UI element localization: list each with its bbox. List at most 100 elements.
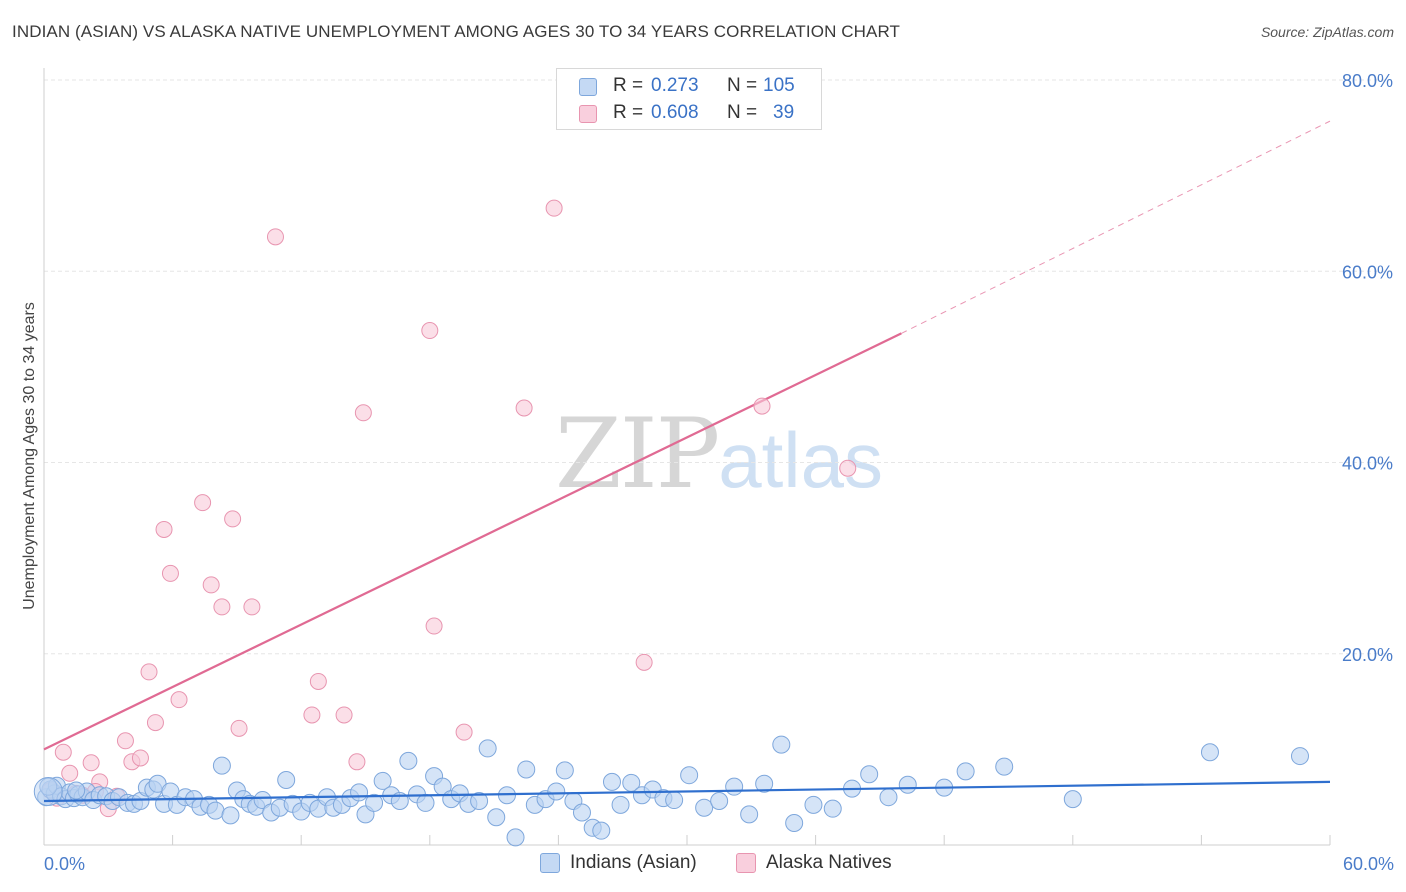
alaska-natives-point bbox=[545, 199, 563, 217]
legend-n-value: 39 bbox=[773, 102, 795, 123]
legend-label: Indians (Asian) bbox=[570, 852, 697, 873]
y-axis-label: Unemployment Among Ages 30 to 34 years bbox=[21, 302, 38, 610]
y-tick-label: 60.0% bbox=[1342, 262, 1393, 282]
alaska-natives-point bbox=[309, 672, 327, 690]
indians-asian-point bbox=[470, 792, 489, 811]
alaska-natives-point bbox=[140, 663, 158, 681]
x-tick-label: 0.0% bbox=[44, 854, 85, 874]
alaska-natives-point bbox=[194, 494, 212, 512]
indians-asian-point bbox=[740, 805, 759, 824]
correlation-legend: R = 0.273 N = 105 R = 0.608 N = 39 bbox=[556, 68, 822, 130]
alaska-natives-point bbox=[170, 691, 188, 709]
alaska-natives-point bbox=[354, 404, 372, 422]
alaska-natives-point bbox=[54, 743, 72, 761]
indians-asian-point bbox=[823, 799, 842, 818]
indians-asian-point bbox=[755, 774, 774, 793]
alaska-natives-point bbox=[753, 397, 771, 415]
legend-label: Alaska Natives bbox=[766, 852, 892, 873]
indians-asian-point bbox=[487, 808, 506, 827]
alaska-natives-point bbox=[839, 459, 857, 477]
indians-asian-point bbox=[555, 761, 574, 780]
indians-asian-point bbox=[350, 783, 369, 802]
y-tick-label: 40.0% bbox=[1342, 454, 1393, 474]
pink-swatch bbox=[736, 853, 756, 873]
indians-asian-point bbox=[995, 757, 1014, 776]
alaska-natives-point bbox=[161, 564, 179, 582]
legend-n-value: 105 bbox=[763, 75, 795, 96]
indians-asian-point bbox=[416, 793, 435, 812]
alaska-natives-point bbox=[421, 322, 439, 340]
alaska-natives-point bbox=[61, 764, 79, 782]
indians-asian-point bbox=[602, 772, 621, 791]
tick-labels: 20.0% 40.0% 60.0% 80.0% 0.0% 60.0% bbox=[44, 71, 1394, 874]
legend-r-value: 0.608 bbox=[651, 102, 699, 123]
indians-asian-point bbox=[860, 765, 879, 784]
indians-asian-point bbox=[879, 788, 898, 807]
y-tick-label: 80.0% bbox=[1342, 71, 1393, 91]
alaska-natives-point bbox=[230, 719, 248, 737]
indians-asian-point bbox=[212, 756, 231, 775]
blue-swatch bbox=[579, 78, 597, 96]
source-credit: Source: ZipAtlas.com bbox=[1260, 24, 1394, 40]
alaska-natives-point bbox=[348, 753, 366, 771]
indians-asian-point bbox=[804, 795, 823, 814]
indians-asian-point bbox=[956, 762, 975, 781]
alaska-natives-point bbox=[155, 520, 173, 538]
alaska-natives-trend-extension bbox=[901, 120, 1331, 334]
indians-asian-point bbox=[365, 793, 384, 812]
alaska-natives-point bbox=[635, 653, 653, 671]
grid bbox=[44, 79, 1394, 655]
indians-asian-point bbox=[785, 814, 804, 833]
indians-asian-point bbox=[478, 739, 497, 758]
indians-asian-point bbox=[898, 775, 917, 794]
indians-asian-point bbox=[399, 751, 418, 770]
indians-asian-point bbox=[695, 798, 714, 817]
indians-asian-point bbox=[572, 803, 591, 822]
legend-r-label: R = bbox=[613, 102, 644, 123]
alaska-natives-point bbox=[146, 714, 164, 732]
trend-lines bbox=[43, 120, 1331, 751]
indians-asian-point bbox=[1290, 747, 1309, 766]
alaska-natives-trend-line bbox=[43, 332, 902, 751]
indians-asian-point bbox=[592, 821, 611, 840]
alaska-natives-points bbox=[41, 199, 857, 818]
indians-asian-point bbox=[277, 770, 296, 789]
indians-asian-trend-line bbox=[43, 780, 1331, 803]
indians-asian-point bbox=[611, 795, 630, 814]
indians-asian-point bbox=[710, 792, 729, 811]
chart-title: INDIAN (ASIAN) VS ALASKA NATIVE UNEMPLOY… bbox=[12, 22, 901, 41]
indians-asian-points bbox=[33, 735, 1331, 847]
indians-asian-point bbox=[1063, 790, 1082, 809]
alaska-natives-point bbox=[213, 598, 231, 616]
indians-asian-point bbox=[253, 791, 272, 810]
alaska-natives-point bbox=[335, 706, 353, 724]
legend-r-label: R = bbox=[613, 75, 644, 96]
indians-asian-point bbox=[206, 801, 225, 820]
alaska-natives-point bbox=[303, 706, 321, 724]
indians-asian-point bbox=[725, 777, 744, 796]
alaska-natives-point bbox=[82, 754, 100, 772]
y-tick-label: 20.0% bbox=[1342, 645, 1393, 665]
indians-asian-point bbox=[373, 771, 392, 790]
legend-r-value: 0.273 bbox=[651, 75, 699, 96]
alaska-natives-point bbox=[515, 399, 533, 417]
x-tick-label: 60.0% bbox=[1343, 854, 1394, 874]
indians-asian-point bbox=[67, 781, 86, 800]
indians-asian-point bbox=[1200, 743, 1219, 762]
blue-swatch bbox=[540, 853, 560, 873]
indians-asian-point bbox=[517, 760, 536, 779]
legend-n-label: N = bbox=[727, 75, 758, 96]
indians-asian-point bbox=[506, 828, 525, 847]
indians-asian-point bbox=[772, 735, 791, 754]
indians-asian-point bbox=[221, 806, 240, 825]
alaska-natives-point bbox=[266, 228, 284, 246]
indians-asian-point bbox=[665, 791, 684, 810]
legend-n-label: N = bbox=[727, 102, 758, 123]
alaska-natives-point bbox=[455, 723, 473, 741]
alaska-natives-point bbox=[131, 749, 149, 767]
alaska-natives-point bbox=[243, 598, 261, 616]
indians-asian-point bbox=[680, 766, 699, 785]
indians-asian-point bbox=[547, 782, 566, 801]
alaska-natives-point bbox=[202, 576, 220, 594]
